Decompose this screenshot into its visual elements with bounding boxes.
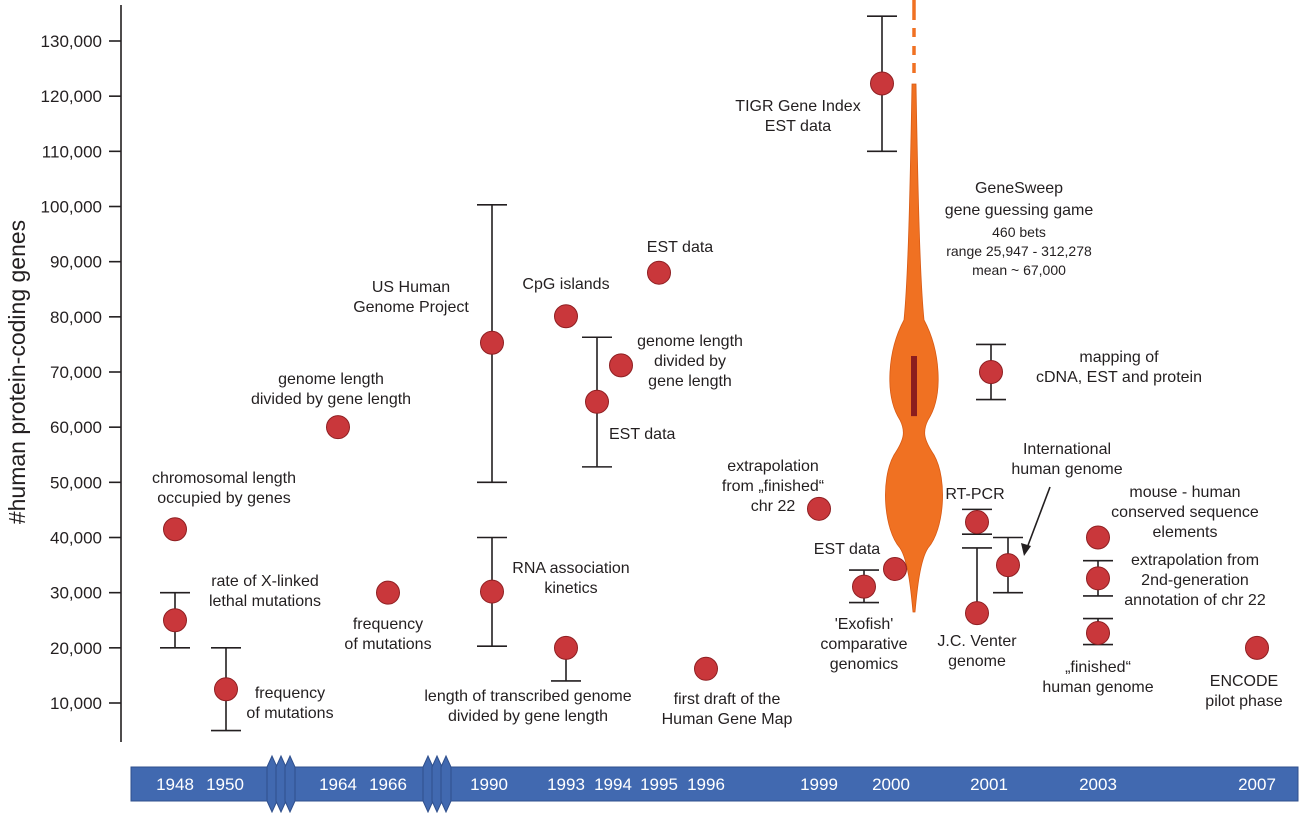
timeline-band [130, 766, 1299, 802]
data-point-p2000a [870, 71, 894, 96]
timeline-year-2003: 2003 [1079, 775, 1117, 794]
timeline-year-1966: 1966 [369, 775, 407, 794]
annotation-p2001b: RT-PCR [945, 486, 1004, 503]
data-point-p1964 [326, 415, 350, 440]
data-point-p2001c [965, 601, 989, 626]
timeline-year-1994: 1994 [594, 775, 632, 794]
data-point-p2007 [1245, 635, 1269, 660]
error-bar-p2001a [976, 343, 1006, 401]
arrow-shaft [1026, 486, 1051, 549]
annotation-arrow [1021, 486, 1051, 556]
timeline-bar: 1948 1950 1964 1966 1990 1993 1994 1995 1996 1999… [130, 754, 1299, 813]
annotation-p2003a: mouse - human conserved sequence elements [1111, 484, 1259, 541]
y-tick-label: 60,000 [50, 418, 102, 437]
timeline-years: 1948 1950 1964 1966 1990 1993 1994 1995 1996 1999… [156, 775, 1276, 794]
y-tick-label: 10,000 [50, 694, 102, 713]
data-point-p1948a [163, 517, 187, 542]
annotation-p1990b: RNA association kinetics [512, 560, 629, 597]
y-tick-label: 90,000 [50, 253, 102, 272]
annotation-p1993b: length of transcribed genome divided by g… [424, 688, 631, 725]
timeline-break-1950-1964-icon [266, 754, 296, 813]
y-tick-label: 80,000 [50, 308, 102, 327]
data-point-p2003a [1086, 525, 1110, 550]
violin-body [885, 83, 943, 613]
data-point-p2003b [1086, 566, 1110, 591]
data-point-p1948b [163, 608, 187, 633]
y-axis-label: #human protein-coding genes [4, 220, 30, 524]
y-tick-label: 20,000 [50, 639, 102, 658]
timeline-year-2000: 2000 [872, 775, 910, 794]
data-point-p2000b [852, 574, 876, 599]
data-point-p1995 [647, 260, 671, 285]
genesweep-violin [885, 0, 943, 613]
timeline-year-1990: 1990 [470, 775, 508, 794]
y-tick-label: 30,000 [50, 584, 102, 603]
timeline-year-1996: 1996 [687, 775, 725, 794]
annotation-p1950: frequency of mutations [246, 685, 333, 722]
annotation-p1964: genome length divided by gene length [251, 371, 411, 408]
timeline-year-1948: 1948 [156, 775, 194, 794]
data-point-p2003c [1086, 620, 1110, 645]
data-point-p1996 [694, 656, 718, 681]
annotation-p1995: EST data [647, 239, 714, 256]
data-point-p1966 [376, 580, 400, 605]
y-ticks: 10,000 20,000 30,000 40,000 50,000 60,000 70,0… [41, 32, 121, 713]
arrow-head-icon [1021, 543, 1031, 556]
annotation-p2001a: mapping of cDNA, EST and protein [1036, 349, 1202, 386]
y-axis: 10,000 20,000 30,000 40,000 50,000 60,000 70,0… [4, 5, 122, 742]
annotation-p2000c: EST data [814, 541, 881, 558]
error-bar-p1990a [477, 204, 507, 484]
annotation-p1994b: EST data [609, 426, 676, 443]
annotation-genesweep-details: 460 bets range 25,947 - 312,278 mean ~ 67,… [946, 224, 1092, 278]
annotation-p2003b: extrapolation from 2nd-generation annotati… [1124, 552, 1266, 609]
annotation-p1990a: US Human Genome Project [353, 279, 469, 316]
annotation-p2007: ENCODE pilot phase [1205, 673, 1282, 710]
point-annotations: chromosomal length occupied by genes rate … [152, 98, 1283, 728]
annotation-p1996: first draft of the Human Gene Map [662, 691, 793, 728]
annotation-genesweep: GeneSweep gene guessing game [945, 180, 1094, 219]
annotation-p1966: frequency of mutations [344, 616, 431, 653]
timeline-year-1993: 1993 [547, 775, 585, 794]
timeline-year-1995: 1995 [640, 775, 678, 794]
annotation-p1993a: CpG islands [522, 276, 609, 293]
timeline-year-1964: 1964 [319, 775, 357, 794]
data-point-p1994a [609, 353, 633, 378]
data-point-p1950 [214, 677, 238, 702]
annotation-p1948b: rate of X-linked lethal mutations [209, 573, 321, 610]
data-point-p1999 [807, 496, 831, 521]
data-point-p1994b [585, 389, 609, 414]
timeline-breaks [266, 754, 452, 813]
y-tick-label: 70,000 [50, 363, 102, 382]
data-point-p1990a [480, 330, 504, 355]
timeline-break-1966-1990-icon [422, 754, 452, 813]
y-tick-label: 120,000 [41, 87, 102, 106]
data-point-p1993b [554, 635, 578, 660]
data-point-p2000c [883, 556, 907, 581]
y-tick-label: 110,000 [42, 142, 102, 161]
timeline-year-2007: 2007 [1238, 775, 1276, 794]
data-point-p1993a [554, 304, 578, 329]
violin-mean-bar [911, 356, 917, 417]
data-point-p2001b [965, 510, 989, 535]
annotation-p1948a: chromosomal length occupied by genes [152, 470, 296, 507]
annotation-p2000a: TIGR Gene Index EST data [735, 98, 860, 135]
timeline-year-2001: 2001 [970, 775, 1008, 794]
y-tick-label: 40,000 [50, 529, 102, 548]
annotation-p2001d: International human genome [1011, 441, 1122, 478]
annotation-p2003c: „finished“ human genome [1042, 659, 1153, 696]
annotation-p2000b: 'Exofish' comparative genomics [820, 616, 907, 673]
data-points [163, 71, 1269, 702]
timeline-year-1950: 1950 [206, 775, 244, 794]
annotation-p1994a: genome length divided by gene length [637, 333, 743, 390]
annotation-p1999: extrapolation from „finished“ chr 22 [722, 458, 824, 515]
data-point-p2001a [979, 360, 1003, 384]
y-tick-label: 130,000 [41, 32, 102, 51]
annotation-p2001c: J.C. Venter genome [937, 633, 1017, 670]
data-point-p1990b [480, 579, 504, 604]
data-point-p2001d [996, 553, 1020, 578]
timeline-year-1999: 1999 [800, 775, 838, 794]
y-tick-label: 100,000 [41, 198, 102, 217]
y-tick-label: 50,000 [50, 473, 102, 492]
